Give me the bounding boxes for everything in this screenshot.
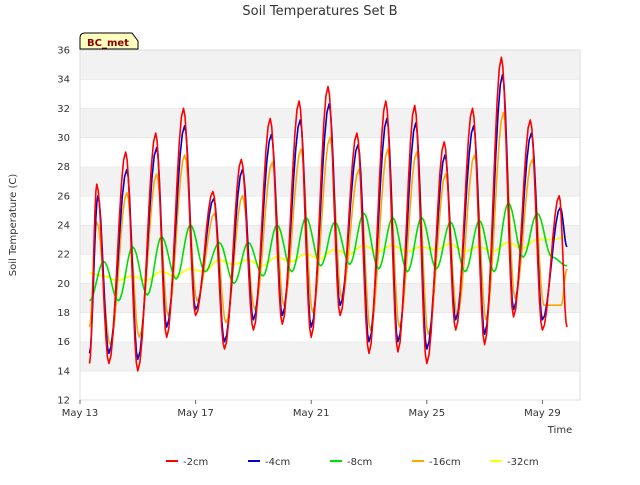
grid-band <box>80 195 580 225</box>
series-layer <box>88 56 568 372</box>
site-badge: BC_met <box>79 32 139 50</box>
y-tick-label: 20 <box>57 279 70 290</box>
x-tick-label: May 25 <box>409 408 446 419</box>
legend-label: -2cm <box>183 457 208 468</box>
y-tick-label: 22 <box>57 250 70 261</box>
y-axis-label: Soil Temperature (C) <box>8 174 19 277</box>
legend-label: -4cm <box>265 457 290 468</box>
x-tick-label: May 21 <box>293 408 330 419</box>
y-tick-label: 34 <box>57 75 70 86</box>
y-tick-label: 18 <box>57 308 70 319</box>
grid-band <box>80 225 580 255</box>
y-tick-label: 36 <box>57 46 70 57</box>
plot-area <box>79 49 581 401</box>
x-tick-label: May 29 <box>524 408 561 419</box>
chart-title: Soil Temperatures Set B <box>242 4 397 19</box>
y-tick-label: 32 <box>57 104 70 115</box>
x-axis-ticks: May 13 May 17 May 21 May 25 May 29 <box>62 400 561 419</box>
y-tick-label: 14 <box>57 366 70 377</box>
legend-label: -16cm <box>429 457 461 468</box>
y-tick-label: 28 <box>57 162 70 173</box>
y-tick-label: 12 <box>57 396 70 407</box>
x-axis-label: Time <box>547 425 572 436</box>
grid-band <box>80 50 580 80</box>
legend-label: -32cm <box>507 457 539 468</box>
y-tick-label: 16 <box>57 337 70 348</box>
y-axis-ticks: 12 14 16 18 20 22 24 26 28 30 32 34 36 <box>57 46 70 407</box>
series-line-neg2cm <box>88 56 568 372</box>
legend: -2cm -4cm -8cm -16cm -32cm <box>166 457 539 468</box>
x-tick-label: May 17 <box>177 408 214 419</box>
badge-shape <box>79 32 139 50</box>
series-line-neg8cm <box>88 202 568 302</box>
badge-label: BC_met <box>87 38 129 49</box>
grid-band <box>80 312 580 342</box>
y-tick-label: 24 <box>57 221 70 232</box>
grid-band <box>80 370 580 400</box>
y-tick-label: 26 <box>57 191 70 202</box>
grid-band <box>80 341 580 371</box>
x-tick-label: May 13 <box>62 408 99 419</box>
y-tick-label: 30 <box>57 133 70 144</box>
series-line-neg32cm <box>89 235 568 282</box>
grid-band <box>80 283 580 313</box>
legend-label: -8cm <box>347 457 372 468</box>
